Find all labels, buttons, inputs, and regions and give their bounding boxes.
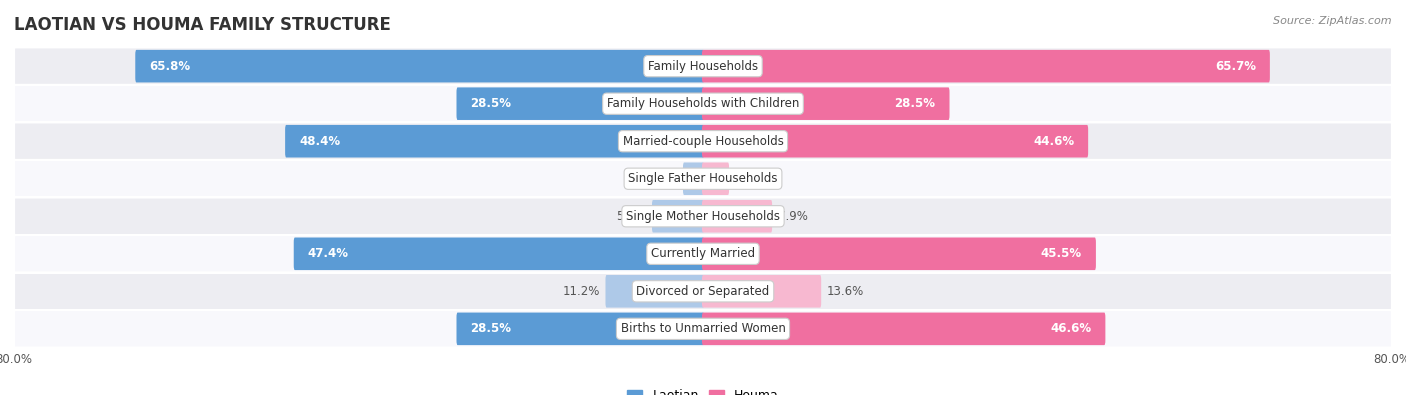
Text: LAOTIAN VS HOUMA FAMILY STRUCTURE: LAOTIAN VS HOUMA FAMILY STRUCTURE [14, 16, 391, 34]
FancyBboxPatch shape [457, 87, 704, 120]
FancyBboxPatch shape [702, 237, 1095, 270]
FancyBboxPatch shape [14, 122, 1392, 160]
FancyBboxPatch shape [14, 235, 1392, 273]
FancyBboxPatch shape [14, 160, 1392, 198]
Text: Married-couple Households: Married-couple Households [623, 135, 783, 148]
FancyBboxPatch shape [14, 47, 1392, 85]
Text: 47.4%: 47.4% [308, 247, 349, 260]
FancyBboxPatch shape [135, 50, 704, 83]
Text: 7.9%: 7.9% [778, 210, 808, 223]
Text: 65.7%: 65.7% [1215, 60, 1256, 73]
Text: 5.8%: 5.8% [617, 210, 647, 223]
Text: 11.2%: 11.2% [562, 285, 599, 298]
FancyBboxPatch shape [14, 273, 1392, 310]
FancyBboxPatch shape [702, 125, 1088, 158]
FancyBboxPatch shape [606, 275, 704, 308]
Text: Single Father Households: Single Father Households [628, 172, 778, 185]
Text: Family Households with Children: Family Households with Children [607, 97, 799, 110]
Text: 2.2%: 2.2% [647, 172, 678, 185]
Text: 45.5%: 45.5% [1040, 247, 1083, 260]
Text: 28.5%: 28.5% [894, 97, 935, 110]
FancyBboxPatch shape [702, 275, 821, 308]
FancyBboxPatch shape [683, 162, 704, 195]
Text: 28.5%: 28.5% [471, 97, 512, 110]
Text: Divorced or Separated: Divorced or Separated [637, 285, 769, 298]
FancyBboxPatch shape [14, 198, 1392, 235]
Text: Births to Unmarried Women: Births to Unmarried Women [620, 322, 786, 335]
Legend: Laotian, Houma: Laotian, Houma [623, 384, 783, 395]
Text: Single Mother Households: Single Mother Households [626, 210, 780, 223]
FancyBboxPatch shape [702, 87, 949, 120]
FancyBboxPatch shape [285, 125, 704, 158]
FancyBboxPatch shape [652, 200, 704, 233]
Text: 65.8%: 65.8% [149, 60, 190, 73]
FancyBboxPatch shape [702, 312, 1105, 345]
Text: 2.9%: 2.9% [735, 172, 765, 185]
Text: Family Households: Family Households [648, 60, 758, 73]
FancyBboxPatch shape [294, 237, 704, 270]
Text: 28.5%: 28.5% [471, 322, 512, 335]
Text: Source: ZipAtlas.com: Source: ZipAtlas.com [1274, 16, 1392, 26]
FancyBboxPatch shape [702, 162, 730, 195]
FancyBboxPatch shape [14, 310, 1392, 348]
Text: 13.6%: 13.6% [827, 285, 865, 298]
Text: 46.6%: 46.6% [1050, 322, 1091, 335]
FancyBboxPatch shape [457, 312, 704, 345]
FancyBboxPatch shape [702, 200, 772, 233]
Text: 44.6%: 44.6% [1033, 135, 1074, 148]
Text: 48.4%: 48.4% [299, 135, 340, 148]
FancyBboxPatch shape [14, 85, 1392, 122]
FancyBboxPatch shape [702, 50, 1270, 83]
Text: Currently Married: Currently Married [651, 247, 755, 260]
